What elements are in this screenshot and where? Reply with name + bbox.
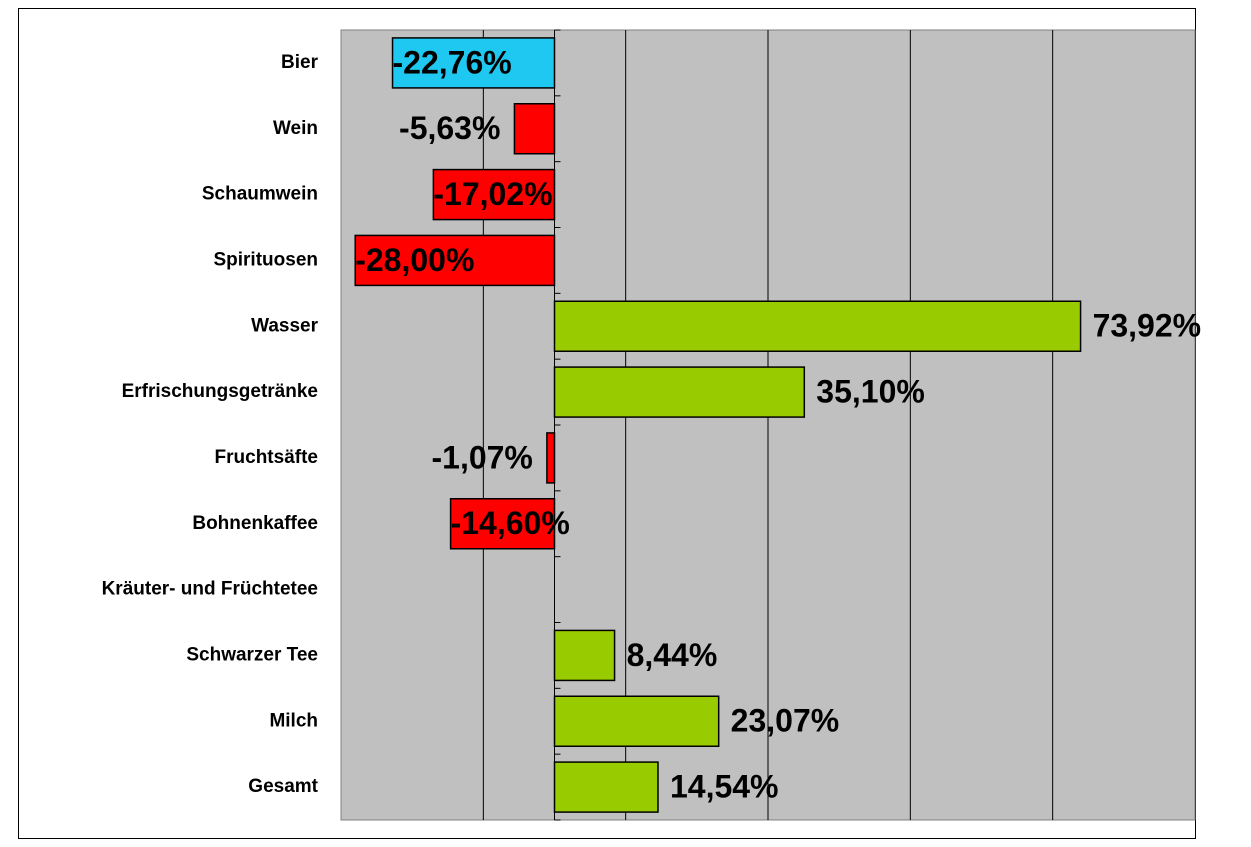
- category-label: Bier: [281, 52, 319, 73]
- bar: [553, 366, 806, 418]
- category-label: Kräuter- und Früchtetee: [102, 579, 318, 600]
- category-label: Gesamt: [248, 776, 318, 797]
- data-label: -22,76%: [393, 44, 512, 80]
- data-label: -17,02%: [433, 176, 552, 212]
- data-label: -1,07%: [431, 439, 532, 475]
- data-label: 23,07%: [731, 703, 840, 739]
- data-label: 8,44%: [627, 637, 718, 673]
- bar: [432, 168, 556, 221]
- bar: [449, 498, 556, 550]
- bar: [553, 695, 720, 747]
- bar: [513, 103, 556, 155]
- bar: [391, 37, 556, 89]
- bar: [553, 300, 1082, 352]
- category-label: Spirituosen: [213, 249, 318, 270]
- category-label: Bohnenkaffee: [192, 513, 318, 534]
- data-label: -14,60%: [451, 505, 570, 541]
- category-label: Erfrischungsgetränke: [122, 381, 318, 402]
- category-label: Milch: [269, 710, 318, 731]
- category-label: Wein: [273, 118, 318, 139]
- data-label: 73,92%: [1093, 308, 1202, 344]
- bar: [354, 234, 556, 287]
- bar: [553, 629, 616, 682]
- bar: [553, 761, 659, 813]
- data-label: -28,00%: [355, 242, 474, 278]
- data-label: 35,10%: [816, 374, 925, 410]
- data-label: -5,63%: [399, 110, 500, 146]
- data-label: 14,54%: [670, 769, 779, 805]
- category-label: Fruchtsäfte: [215, 447, 318, 468]
- bar: [546, 432, 556, 484]
- category-label: Schwarzer Tee: [186, 644, 318, 665]
- category-label: Schaumwein: [202, 184, 318, 205]
- category-label: Wasser: [251, 315, 318, 336]
